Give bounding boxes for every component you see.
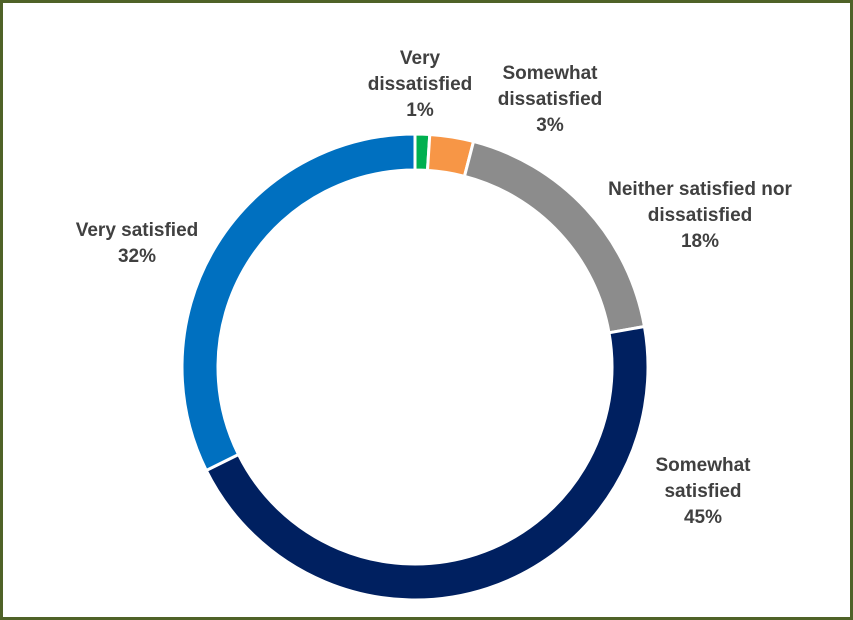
label-somewhat-dissatisfied: Somewhat dissatisfied 3% bbox=[480, 61, 620, 139]
label-name-line: dissatisfied bbox=[497, 89, 603, 110]
label-name-line: satisfied bbox=[664, 481, 742, 502]
label-name-line: Very bbox=[399, 48, 441, 69]
label-very-dissatisfied: Very dissatisfied 1% bbox=[355, 46, 485, 124]
label-percent: 18% bbox=[680, 231, 720, 252]
label-percent: 45% bbox=[683, 507, 723, 528]
donut-slice-very-satisfied bbox=[180, 132, 417, 473]
label-name-line: Neither satisfied nor bbox=[608, 179, 792, 200]
label-very-satisfied: Very satisfied 32% bbox=[52, 218, 222, 270]
donut-slice-somewhat-satisfied bbox=[204, 324, 650, 602]
donut-slices bbox=[180, 132, 650, 602]
label-percent: 1% bbox=[406, 100, 434, 121]
label-somewhat-satisfied: Somewhat satisfied 45% bbox=[638, 453, 768, 531]
label-percent: 32% bbox=[117, 246, 157, 267]
label-name-line: Somewhat bbox=[502, 63, 598, 84]
label-name-line: dissatisfied bbox=[647, 205, 753, 226]
label-name-line: Somewhat bbox=[655, 455, 751, 476]
label-neither: Neither satisfied nor dissatisfied 18% bbox=[590, 177, 810, 255]
label-percent: 3% bbox=[536, 115, 564, 136]
label-name-line: Very satisfied bbox=[75, 220, 199, 241]
label-name-line: dissatisfied bbox=[367, 74, 473, 95]
